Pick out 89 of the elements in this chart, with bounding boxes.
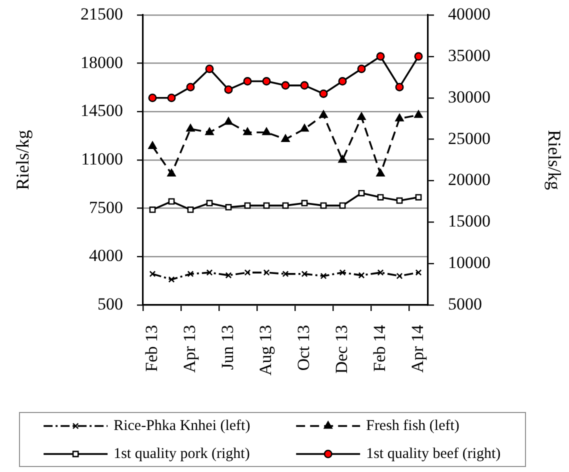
x-tick-label: Oct 13 bbox=[294, 325, 313, 371]
legend-label: 1st quality beef (right) bbox=[366, 446, 501, 462]
point bbox=[301, 200, 308, 206]
point bbox=[262, 128, 271, 136]
point bbox=[320, 272, 327, 280]
point bbox=[263, 202, 270, 209]
point bbox=[319, 89, 328, 98]
point bbox=[205, 128, 214, 136]
point bbox=[281, 81, 290, 90]
y2-tick-label: 30000 bbox=[448, 87, 490, 106]
point bbox=[377, 269, 384, 276]
point bbox=[148, 94, 157, 102]
point bbox=[243, 77, 252, 86]
x-tick-label: Aug 13 bbox=[256, 325, 275, 376]
point bbox=[376, 52, 385, 61]
legend-label: Fresh fish (left) bbox=[366, 418, 460, 434]
x-tick-label: Dec 13 bbox=[332, 325, 351, 374]
y2-tick-label: 40000 bbox=[448, 4, 490, 24]
point bbox=[395, 82, 404, 92]
point bbox=[186, 124, 195, 132]
point bbox=[414, 110, 423, 118]
point bbox=[243, 128, 252, 136]
point bbox=[358, 272, 365, 279]
point bbox=[224, 117, 233, 125]
y-axis-title: Riels/kg bbox=[12, 130, 33, 190]
point bbox=[263, 269, 270, 276]
point bbox=[225, 272, 232, 279]
y2-tick-label: 25000 bbox=[448, 128, 490, 148]
y2-tick-label: 15000 bbox=[448, 212, 490, 231]
point bbox=[206, 200, 213, 206]
point bbox=[149, 206, 156, 213]
legend-label: 1st quality pork (right) bbox=[114, 446, 250, 462]
point bbox=[357, 112, 366, 120]
point bbox=[415, 269, 422, 276]
y2-tick-label: 5000 bbox=[448, 294, 482, 314]
point bbox=[206, 269, 213, 276]
point bbox=[357, 64, 366, 74]
point bbox=[339, 202, 346, 209]
point bbox=[168, 276, 175, 283]
y-tick-label: 500 bbox=[98, 294, 123, 314]
y-tick-label: 11000 bbox=[81, 149, 123, 168]
point bbox=[300, 81, 309, 90]
point bbox=[148, 141, 157, 149]
x-tick-label: Jun 13 bbox=[218, 325, 237, 370]
point bbox=[339, 269, 346, 276]
point bbox=[281, 134, 290, 142]
point bbox=[300, 124, 309, 132]
y-tick-label: 7500 bbox=[89, 198, 123, 217]
point bbox=[224, 85, 233, 94]
point bbox=[205, 64, 214, 74]
y-tick-label: 21500 bbox=[80, 4, 123, 24]
point bbox=[187, 270, 194, 278]
point bbox=[187, 206, 194, 213]
point bbox=[282, 202, 289, 209]
point bbox=[168, 198, 175, 205]
point bbox=[262, 77, 271, 86]
point bbox=[167, 168, 176, 177]
point bbox=[396, 197, 403, 204]
point bbox=[377, 194, 384, 200]
point bbox=[244, 269, 251, 276]
point bbox=[415, 194, 422, 200]
point bbox=[320, 202, 327, 209]
x-tick-label: Feb 13 bbox=[142, 325, 161, 372]
point bbox=[376, 168, 385, 177]
legend-label: Rice-Phka Knhei (left) bbox=[114, 418, 250, 434]
point bbox=[149, 270, 156, 278]
point bbox=[282, 270, 289, 278]
x-tick-label: Feb 14 bbox=[370, 324, 389, 372]
y-tick-label: 14500 bbox=[80, 101, 123, 120]
point bbox=[167, 94, 176, 102]
x-tick-label: Apr 13 bbox=[180, 325, 199, 373]
point bbox=[319, 110, 328, 118]
point bbox=[225, 204, 232, 210]
x-tick-label: Apr 14 bbox=[408, 324, 427, 373]
point bbox=[338, 155, 347, 163]
y2-tick-label: 10000 bbox=[448, 253, 490, 272]
point bbox=[186, 82, 195, 92]
point bbox=[338, 77, 347, 86]
point bbox=[396, 272, 403, 280]
point bbox=[414, 52, 423, 61]
point bbox=[358, 190, 365, 196]
point bbox=[395, 114, 404, 122]
y-tick-label: 18000 bbox=[80, 52, 123, 72]
y2-tick-label: 35000 bbox=[448, 46, 490, 65]
point bbox=[301, 270, 308, 278]
y2-tick-label: 20000 bbox=[448, 170, 490, 190]
y2-axis-title: Riels/kg bbox=[544, 130, 564, 190]
y-tick-label: 4000 bbox=[89, 246, 123, 266]
point bbox=[244, 202, 251, 209]
